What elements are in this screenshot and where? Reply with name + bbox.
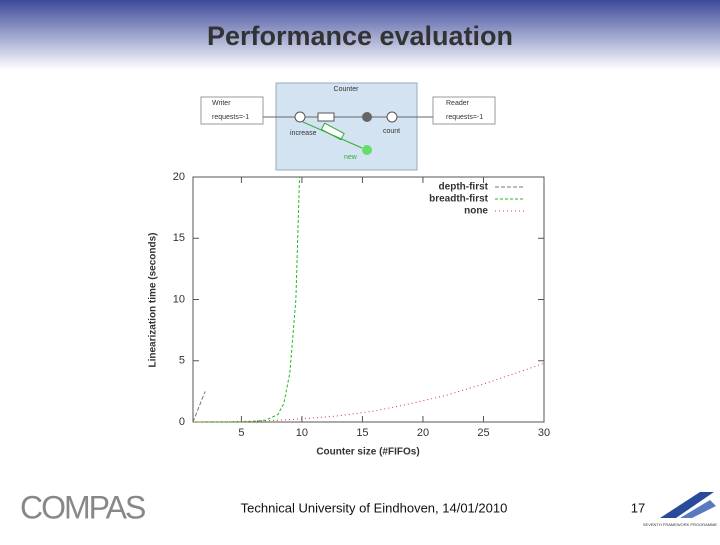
series-line [192, 362, 545, 423]
y-tick-label: 10 [173, 293, 185, 305]
logo-shape [680, 500, 716, 518]
increase-label: increase [290, 130, 317, 137]
x-tick-label: 20 [417, 427, 429, 439]
counter-box [275, 82, 418, 171]
x-tick-label: 5 [238, 427, 244, 439]
count-label: count [383, 128, 400, 135]
new-node [362, 145, 372, 155]
legend-label: breadth-first [429, 194, 489, 205]
eu-logo: SEVENTH FRAMEWORK PROGRAMME [643, 492, 718, 527]
x-tick-label: 25 [477, 427, 489, 439]
slide-title: Performance evaluation [207, 21, 513, 51]
diagram: Counter Writer requests=-1 Reader reques… [200, 82, 496, 171]
page-number: 17 [631, 500, 645, 515]
reader-label: Reader [446, 100, 470, 107]
series-line [192, 391, 206, 423]
node [386, 111, 398, 123]
series-line [193, 176, 301, 423]
y-tick-label: 15 [173, 232, 185, 244]
y-tick-label: 0 [179, 416, 185, 428]
footer: Technical University of Eindhoven, 14/01… [241, 500, 508, 515]
edge [302, 121, 363, 149]
fifo [317, 112, 335, 122]
reader-box [432, 96, 496, 125]
node [362, 112, 372, 122]
eu-logo-text: SEVENTH FRAMEWORK PROGRAMME [643, 522, 718, 527]
legend-label: none [464, 206, 488, 217]
x-tick-label: 30 [538, 427, 550, 439]
x-tick-label: 15 [356, 427, 368, 439]
header-band [0, 0, 720, 70]
x-tick-label: 10 [296, 427, 308, 439]
writer-box [200, 96, 264, 125]
y-tick-label: 5 [179, 355, 185, 367]
y-axis-label: Linearization time (seconds) [148, 232, 159, 367]
counter-label: Counter [334, 86, 360, 93]
writer-port: requests=-1 [212, 114, 249, 121]
new-label: new [344, 154, 358, 161]
logo-shape [660, 492, 714, 518]
node [294, 111, 306, 123]
y-tick-label: 20 [173, 171, 185, 183]
logo: COMPAS [20, 489, 145, 525]
reader-port: requests=-1 [446, 114, 483, 121]
writer-label: Writer [212, 100, 231, 107]
legend-label: depth-first [439, 182, 489, 193]
x-axis-label: Counter size (#FIFOs) [316, 447, 419, 458]
